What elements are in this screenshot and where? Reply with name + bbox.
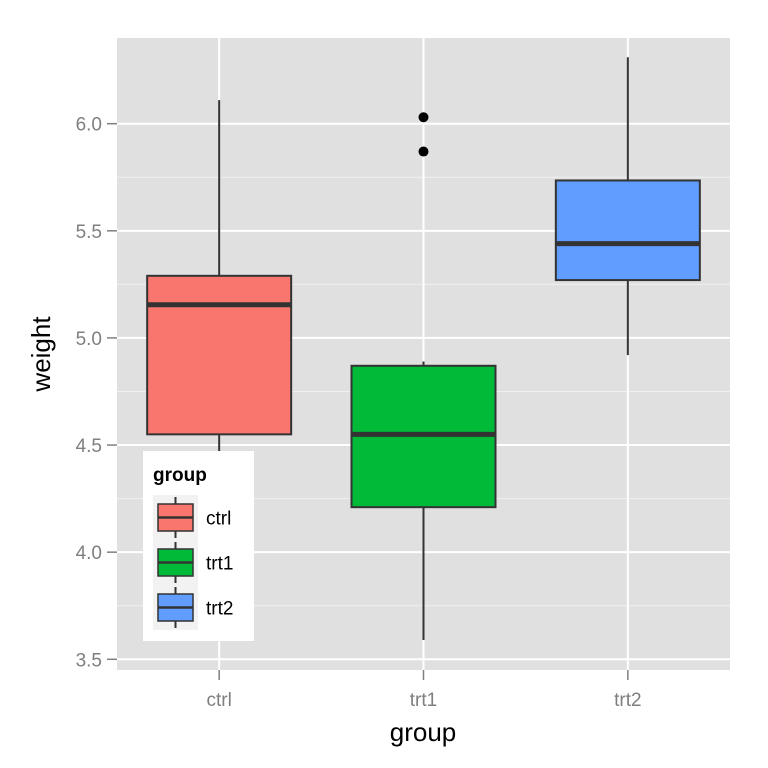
outlier-point [418,146,429,157]
box-trt2 [554,57,701,356]
boxes [146,57,701,641]
x-axis: ctrl trt1 trt2 [207,670,642,711]
box-body [554,179,701,282]
y-axis: 3.5 4.0 4.5 5.0 5.5 6.0 [76,115,117,671]
legend-title: group [153,465,207,486]
legend: group ctrl trt1 trt2 [143,451,254,641]
x-axis-title: group [390,717,457,747]
legend-label: ctrl [206,509,231,530]
y-tick-label: 4.5 [76,436,102,457]
y-tick-label: 3.5 [76,650,102,671]
x-tick-label: ctrl [207,690,232,711]
y-axis-title: weight [26,316,56,393]
y-tick-label: 5.0 [76,329,102,350]
outlier-point [418,112,429,123]
legend-item-ctrl: ctrl [153,495,231,540]
legend-keys: ctrl trt1 trt2 [153,495,233,630]
box-body [146,274,293,436]
legend-item-trt2: trt2 [153,585,233,630]
box-ctrl [146,100,293,516]
x-tick-label: trt2 [614,690,641,711]
box-trt1 [350,112,497,641]
legend-item-trt1: trt1 [153,540,233,585]
legend-label: trt1 [206,554,233,575]
y-tick-label: 4.0 [76,543,102,564]
x-tick-label: trt1 [410,690,437,711]
y-tick-label: 6.0 [76,115,102,136]
y-tick-label: 5.5 [76,222,102,243]
legend-label: trt2 [206,599,233,620]
